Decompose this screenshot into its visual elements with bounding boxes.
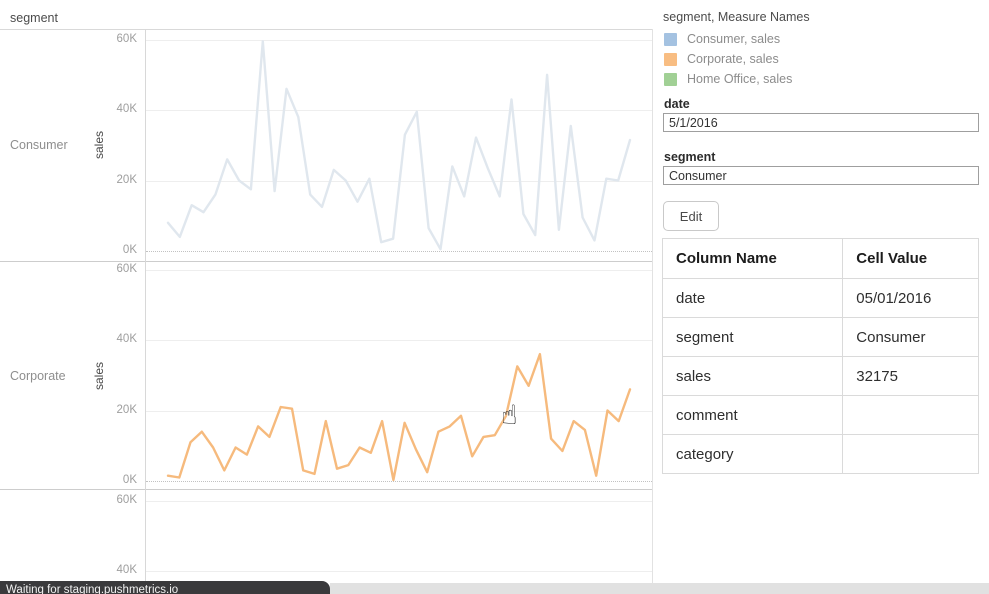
cell-detail-table: Column Name Cell Value date 05/01/2016 seg… [661,238,979,474]
table-row: date 05/01/2016 [661,278,979,318]
table-row: comment [661,395,979,435]
browser-status-bar: Waiting for staging.pushmetrics.io [0,581,330,594]
legend-swatch-icon [664,32,677,46]
y-tick-label: 40K [116,103,137,115]
column-name-cell: sales [661,356,844,396]
segment-filter-input[interactable] [663,166,979,185]
legend-item-0[interactable]: Consumer, sales [664,29,792,49]
line-series-consumer[interactable] [146,29,652,262]
gridline [146,410,652,412]
legend-item-1[interactable]: Corporate, sales [664,49,792,69]
line-series-corporate[interactable] [146,262,652,490]
table-header-row: Column Name Cell Value [661,238,979,279]
y-axis-title: sales [92,361,107,390]
gridline [146,571,652,572]
row-label[interactable]: Consumer [10,138,68,152]
cell-value-cell: Consumer [842,317,979,357]
chart-top-border [0,29,653,30]
status-message: Waiting for staging.pushmetrics.io [6,584,179,594]
legend-swatch-icon [664,72,677,86]
y-axis-line [145,29,146,583]
y-tick-label: 60K [116,493,137,506]
chart-panel-title: segment [10,11,58,25]
cell-value-cell: 05/01/2016 [842,278,979,318]
small-multiples-chart[interactable]: Consumer sales 60K 40K 20K 0K Corporate sales 60… [0,29,653,583]
horizontal-scrollbar[interactable] [330,583,989,594]
gridline [146,110,652,111]
cell-value-cell [842,434,979,474]
cell-value-header: Cell Value [842,238,979,279]
segment-filter-label: segment [664,150,716,164]
date-filter-label: date [664,97,690,111]
y-tick-label: 20K [116,173,137,186]
row-label[interactable]: Corporate [10,368,66,383]
chart-row-consumer[interactable]: Consumer sales 60K 40K 20K 0K [0,29,653,262]
legend-item-2[interactable]: Home Office, sales [664,69,792,89]
color-legend: Consumer, sales Corporate, sales Home Offi… [664,29,792,89]
column-name-cell: date [661,278,844,318]
legend-title: segment, Measure Names [663,10,810,24]
gridline [146,269,652,271]
column-name-cell: segment [661,317,844,357]
legend-item-label: Home Office, sales [687,72,793,86]
legend-swatch-icon [664,52,677,66]
gridline [146,340,652,341]
gridline [146,39,652,41]
y-tick-label: 60K [116,262,137,275]
legend-item-label: Corporate, sales [687,52,779,66]
zero-baseline [146,251,652,252]
y-tick-label: 0K [122,244,137,256]
date-filter-input[interactable] [663,113,979,132]
y-axis-title: sales [92,130,107,160]
y-tick-label: 40K [116,333,137,345]
chart-right-border [652,29,653,583]
column-name-header: Column Name [661,238,844,279]
column-name-cell: comment [661,395,844,435]
y-tick-label: 0K [122,474,137,486]
column-name-cell: category [661,434,844,474]
hand-cursor-icon: ☝ [501,400,518,430]
y-tick-label: 60K [116,32,137,45]
cell-value-cell [842,395,979,435]
table-row: segment Consumer [661,317,979,357]
chart-row-corporate[interactable]: Corporate sales 60K 40K 20K 0K [0,262,653,490]
y-tick-label: 20K [116,403,137,416]
table-row: sales 32175 [661,356,979,396]
zero-baseline [146,481,652,482]
legend-item-label: Consumer, sales [687,32,781,46]
cell-value-cell: 32175 [842,356,979,396]
chart-row-home-office[interactable]: Home Officesales60K40K20K0K [0,490,653,583]
y-tick-label: 40K [116,564,137,576]
edit-button[interactable]: Edit [663,201,719,231]
table-row: category [661,434,979,474]
gridline [146,500,652,502]
